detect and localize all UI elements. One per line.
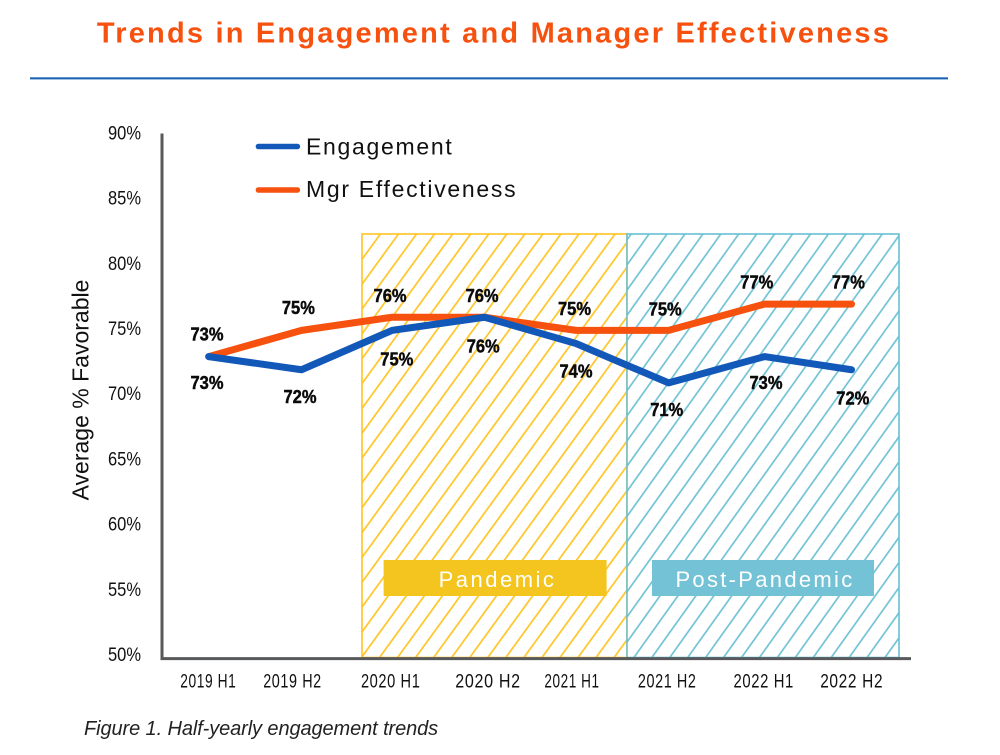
svg-text:75%: 75% <box>282 298 315 318</box>
svg-text:85%: 85% <box>108 188 141 210</box>
svg-text:90%: 90% <box>108 122 141 144</box>
svg-text:72%: 72% <box>284 387 317 407</box>
svg-text:75%: 75% <box>380 349 413 369</box>
svg-text:71%: 71% <box>650 400 683 420</box>
svg-text:75%: 75% <box>558 299 591 319</box>
svg-text:77%: 77% <box>832 272 865 292</box>
svg-text:75%: 75% <box>108 318 141 340</box>
svg-text:70%: 70% <box>108 383 141 405</box>
svg-text:Average % Favorable: Average % Favorable <box>68 280 94 501</box>
svg-text:2022 H2: 2022 H2 <box>820 672 883 693</box>
svg-text:74%: 74% <box>560 361 593 381</box>
svg-text:2021 H2: 2021 H2 <box>638 672 697 693</box>
svg-text:50%: 50% <box>108 644 141 666</box>
svg-text:65%: 65% <box>108 448 141 470</box>
svg-text:2020 H2: 2020 H2 <box>455 672 521 693</box>
svg-text:73%: 73% <box>191 373 224 393</box>
svg-text:76%: 76% <box>374 286 407 306</box>
svg-text:60%: 60% <box>108 514 141 536</box>
svg-text:Post-Pandemic: Post-Pandemic <box>675 567 854 592</box>
svg-text:Figure 1. Half-yearly engageme: Figure 1. Half-yearly engagement trends <box>84 718 438 740</box>
svg-text:Pandemic: Pandemic <box>439 567 557 592</box>
svg-text:77%: 77% <box>740 272 773 292</box>
svg-text:72%: 72% <box>836 388 869 408</box>
svg-text:76%: 76% <box>467 337 500 357</box>
svg-text:2019 H1: 2019 H1 <box>180 672 236 693</box>
svg-text:55%: 55% <box>108 579 141 601</box>
svg-text:80%: 80% <box>108 253 141 275</box>
svg-text:75%: 75% <box>649 299 682 319</box>
svg-text:Mgr Effectiveness: Mgr Effectiveness <box>306 176 517 202</box>
svg-text:2022 H1: 2022 H1 <box>734 672 794 693</box>
svg-text:76%: 76% <box>466 286 499 306</box>
svg-text:73%: 73% <box>191 324 224 344</box>
svg-text:Trends in Engagement and Manag: Trends in Engagement and Manager Effecti… <box>97 18 891 50</box>
svg-text:2020 H1: 2020 H1 <box>361 672 421 693</box>
svg-text:2021 H1: 2021 H1 <box>544 672 599 693</box>
svg-text:73%: 73% <box>750 373 783 393</box>
svg-text:2019 H2: 2019 H2 <box>263 672 322 693</box>
svg-text:Engagement: Engagement <box>306 134 453 160</box>
